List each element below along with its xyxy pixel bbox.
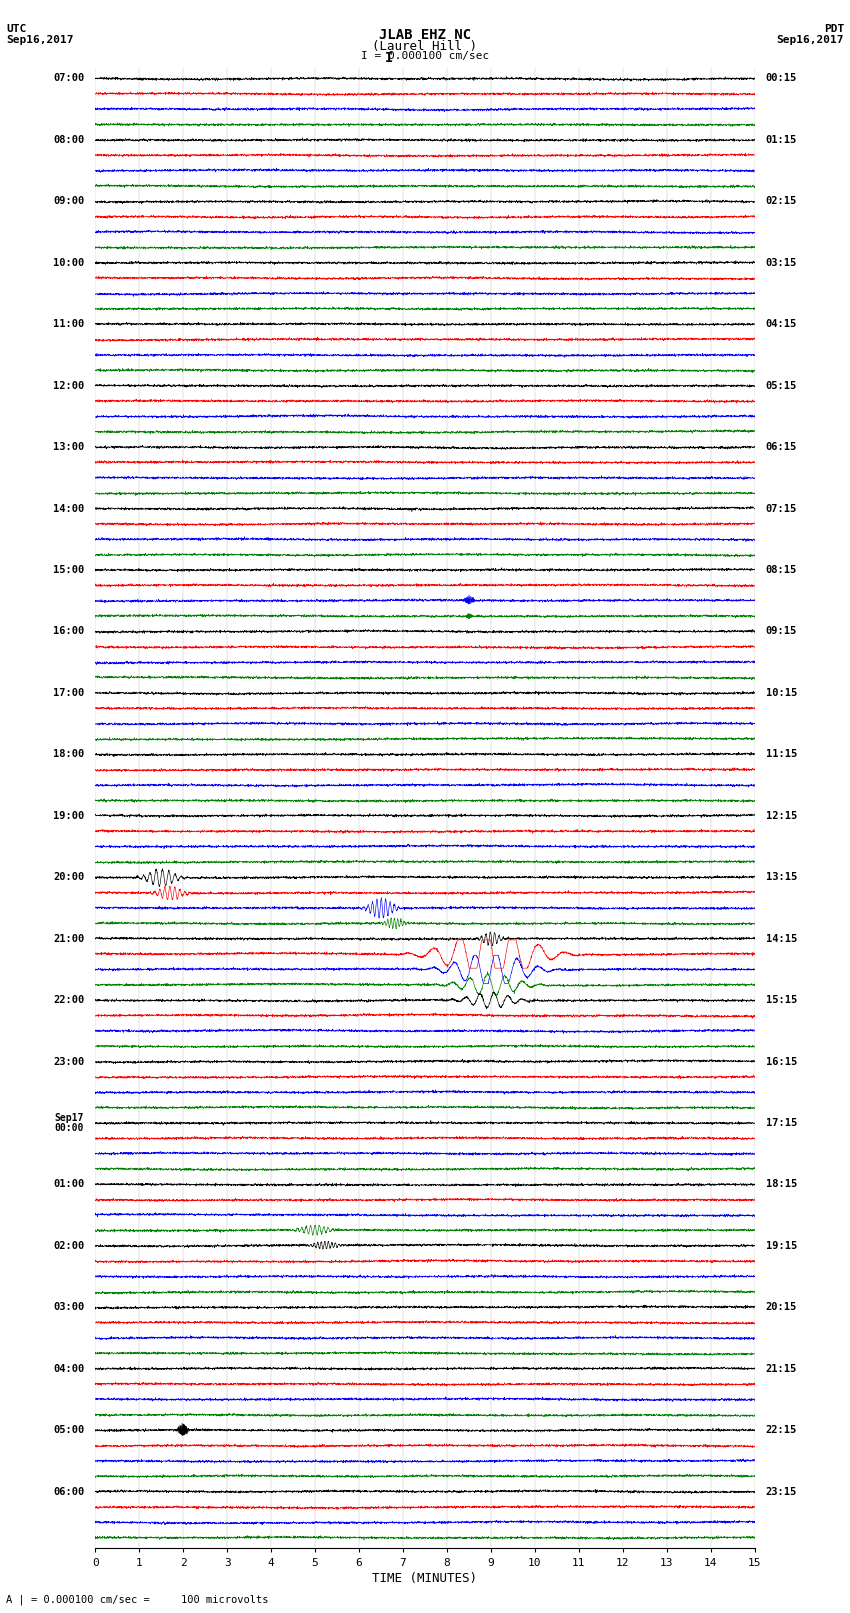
Text: 12:00: 12:00 [53,381,84,390]
Text: 13:00: 13:00 [53,442,84,452]
Text: 09:00: 09:00 [53,197,84,206]
Text: 23:00: 23:00 [53,1057,84,1066]
Text: 21:15: 21:15 [766,1363,797,1374]
Text: 22:15: 22:15 [766,1426,797,1436]
Text: 13:15: 13:15 [766,873,797,882]
Text: Sep16,2017: Sep16,2017 [6,35,73,45]
Text: 12:15: 12:15 [766,811,797,821]
Text: 18:15: 18:15 [766,1179,797,1189]
Text: 05:00: 05:00 [53,1426,84,1436]
Text: 16:00: 16:00 [53,626,84,637]
Text: 22:00: 22:00 [53,995,84,1005]
Text: 07:15: 07:15 [766,503,797,513]
Text: 11:00: 11:00 [53,319,84,329]
Text: 07:00: 07:00 [53,74,84,84]
Text: 20:15: 20:15 [766,1302,797,1313]
Text: 03:00: 03:00 [53,1302,84,1313]
Text: 08:00: 08:00 [53,135,84,145]
Text: 19:00: 19:00 [53,811,84,821]
Text: 02:15: 02:15 [766,197,797,206]
Text: 20:00: 20:00 [53,873,84,882]
Text: 06:00: 06:00 [53,1487,84,1497]
Text: 00:15: 00:15 [766,74,797,84]
Text: 14:15: 14:15 [766,934,797,944]
Text: 05:15: 05:15 [766,381,797,390]
Text: 14:00: 14:00 [53,503,84,513]
Text: 10:00: 10:00 [53,258,84,268]
Text: 10:15: 10:15 [766,687,797,698]
Text: 01:00: 01:00 [53,1179,84,1189]
Text: 23:15: 23:15 [766,1487,797,1497]
Text: 19:15: 19:15 [766,1240,797,1252]
Text: A | = 0.000100 cm/sec =     100 microvolts: A | = 0.000100 cm/sec = 100 microvolts [6,1594,269,1605]
Text: 09:15: 09:15 [766,626,797,637]
Text: I: I [385,50,394,65]
Text: 18:00: 18:00 [53,750,84,760]
Text: 17:00: 17:00 [53,687,84,698]
Text: 08:15: 08:15 [766,565,797,574]
Text: Sep17: Sep17 [55,1113,84,1123]
X-axis label: TIME (MINUTES): TIME (MINUTES) [372,1571,478,1584]
Text: 06:15: 06:15 [766,442,797,452]
Text: 17:15: 17:15 [766,1118,797,1127]
Text: JLAB EHZ NC: JLAB EHZ NC [379,29,471,42]
Text: 21:00: 21:00 [53,934,84,944]
Text: 15:15: 15:15 [766,995,797,1005]
Text: PDT: PDT [824,24,844,34]
Text: UTC: UTC [6,24,26,34]
Text: (Laurel Hill ): (Laurel Hill ) [372,39,478,53]
Text: 01:15: 01:15 [766,135,797,145]
Text: 04:00: 04:00 [53,1363,84,1374]
Text: 15:00: 15:00 [53,565,84,574]
Text: 02:00: 02:00 [53,1240,84,1252]
Text: Sep16,2017: Sep16,2017 [777,35,844,45]
Text: I = 0.000100 cm/sec: I = 0.000100 cm/sec [361,50,489,61]
Text: 03:15: 03:15 [766,258,797,268]
Text: 04:15: 04:15 [766,319,797,329]
Text: 00:00: 00:00 [55,1123,84,1132]
Text: 16:15: 16:15 [766,1057,797,1066]
Text: 11:15: 11:15 [766,750,797,760]
